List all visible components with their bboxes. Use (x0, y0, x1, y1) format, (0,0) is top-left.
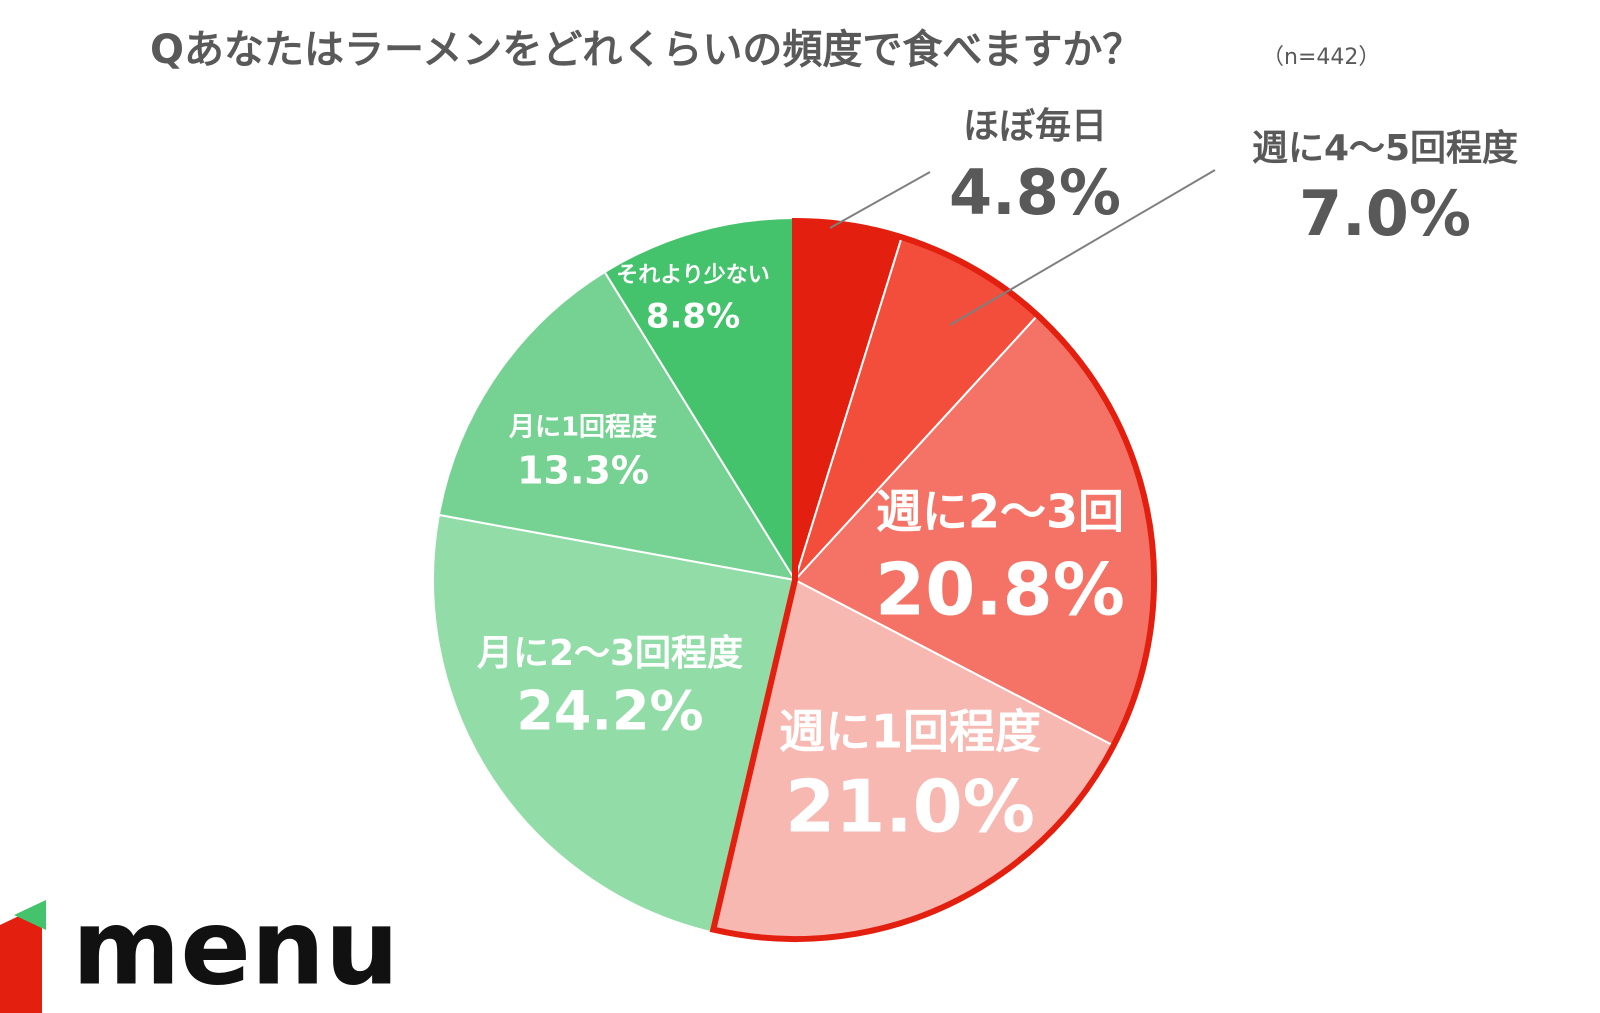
slice-value-label: 7.0% (1299, 177, 1471, 250)
pie-slice (432, 513, 797, 934)
slice-value-label: 13.3% (517, 449, 649, 493)
slice-label: それより少ない (616, 263, 770, 288)
logo-icon (0, 900, 46, 1013)
slice-label: 月に2～3回程度 (477, 633, 743, 674)
chart-subtitle: （n=442） (1262, 45, 1380, 70)
slice-label: 週に4～5回程度 (1252, 128, 1518, 169)
slice-label: 週に1回程度 (779, 705, 1041, 759)
chart-title: Qあなたはラーメンをどれくらいの頻度で食べますか？ (150, 27, 1142, 73)
leader-line (829, 171, 931, 229)
slice-label: 月に1回程度 (508, 412, 657, 443)
pie-slice (437, 270, 798, 582)
logo-green (14, 900, 46, 930)
slice-value-label: 24.2% (516, 680, 703, 743)
slice-label: ほぼ毎日 (963, 106, 1107, 147)
logo-red (0, 905, 42, 1013)
pie-slice (603, 216, 796, 584)
highlight-outline (709, 217, 1157, 942)
slice-label: 週に2～3回 (876, 485, 1124, 539)
slice-value-label: 8.8% (646, 297, 740, 337)
slice-value-label: 20.8% (875, 548, 1125, 632)
slice-value-label: 4.8% (949, 156, 1121, 229)
logo-text: menu (72, 886, 399, 1008)
leader-line (949, 169, 1216, 326)
slice-value-label: 21.0% (785, 765, 1035, 849)
